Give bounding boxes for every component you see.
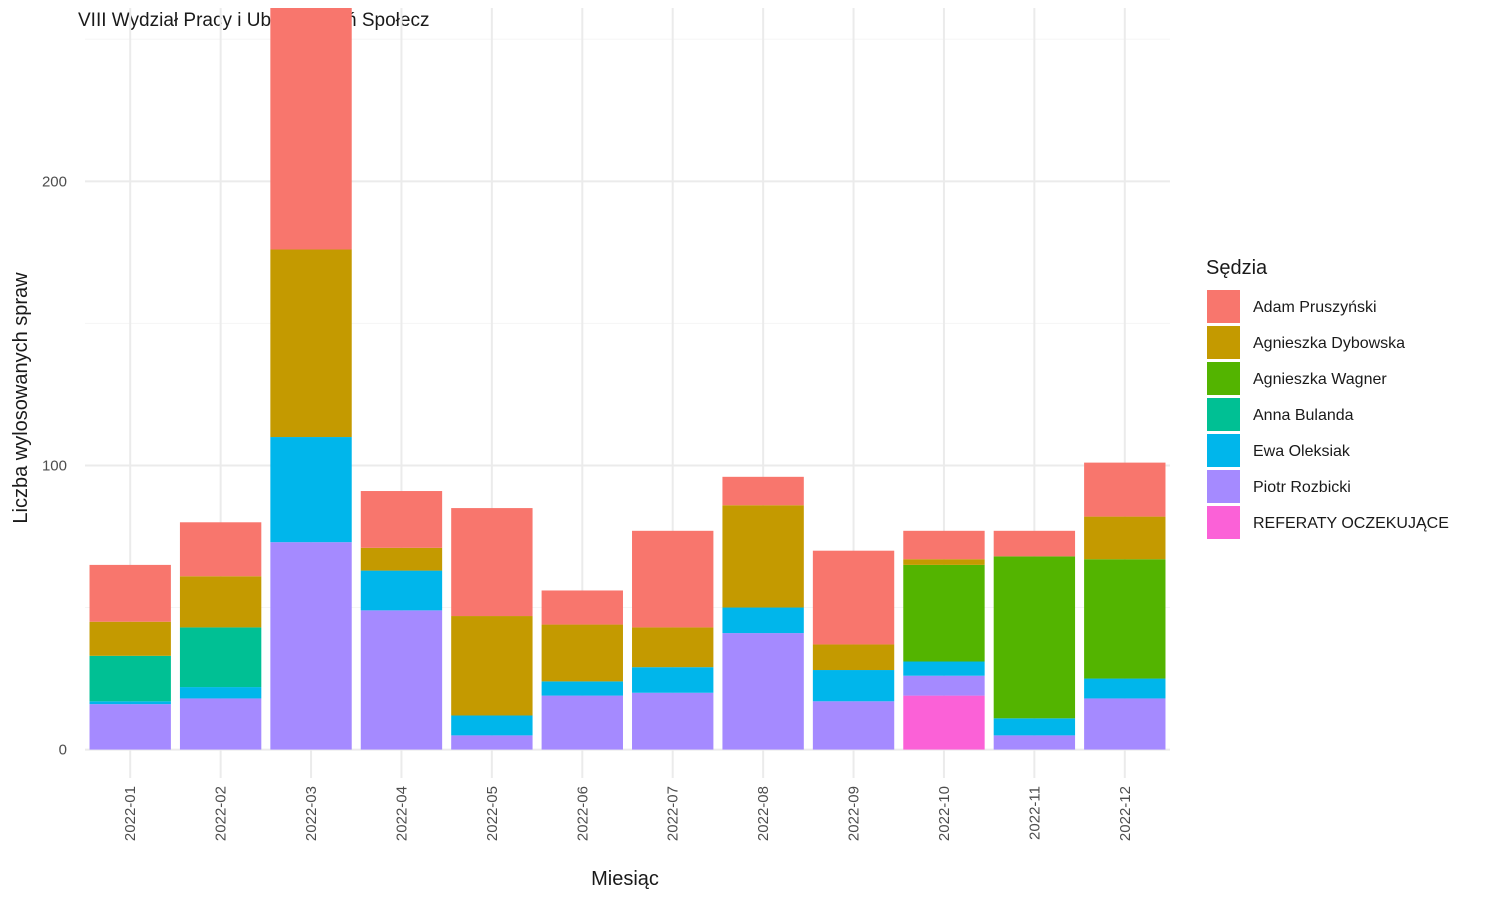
bar-agnieszka-dybowska-2022-02 <box>179 576 262 628</box>
bar-agnieszka-dybowska-2022-03 <box>270 249 352 438</box>
bar-adam-pruszynski-2022-10 <box>903 530 985 560</box>
legend-swatch-ewa-oleksiak <box>1207 434 1240 467</box>
bar-ewa-oleksiak-2022-08 <box>722 607 804 634</box>
legend-label-referaty-oczekujace: REFERATY OCZEKUJĄCE <box>1253 515 1449 532</box>
bar-agnieszka-dybowska-2022-07 <box>632 627 714 668</box>
bar-agnieszka-dybowska-2022-12 <box>1084 516 1166 560</box>
bar-ewa-oleksiak-2022-10 <box>903 661 985 676</box>
bar-agnieszka-dybowska-2022-05 <box>451 616 533 716</box>
bar-piotr-rozbicki-2022-01 <box>89 704 171 750</box>
bar-anna-bulanda-2022-02 <box>179 627 262 688</box>
bar-adam-pruszynski-2022-04 <box>360 491 443 548</box>
bar-piotr-rozbicki-2022-03 <box>270 542 352 750</box>
bar-piotr-rozbicki-2022-06 <box>541 695 623 750</box>
bar-piotr-rozbicki-2022-05 <box>451 735 533 750</box>
bar-ewa-oleksiak-2022-05 <box>451 715 533 736</box>
bar-ewa-oleksiak-2022-04 <box>360 570 443 611</box>
bar-ewa-oleksiak-2022-01 <box>89 701 171 705</box>
legend-swatch-agnieszka-dybowska <box>1207 326 1240 359</box>
bar-agnieszka-dybowska-2022-10 <box>903 559 985 565</box>
bar-adam-pruszynski-2022-03 <box>270 8 352 250</box>
bar-ewa-oleksiak-2022-07 <box>632 667 714 693</box>
bar-piotr-rozbicki-2022-08 <box>722 633 804 750</box>
bar-adam-pruszynski-2022-07 <box>632 530 714 628</box>
bar-ewa-oleksiak-2022-02 <box>179 687 262 699</box>
bar-referaty-oczekujace-2022-10 <box>903 695 985 750</box>
legend-label-agnieszka-wagner: Agnieszka Wagner <box>1253 371 1387 388</box>
bar-ewa-oleksiak-2022-09 <box>812 670 895 702</box>
bar-piotr-rozbicki-2022-10 <box>903 675 985 696</box>
legend-swatch-anna-bulanda <box>1207 398 1240 431</box>
legend-label-ewa-oleksiak: Ewa Oleksiak <box>1253 443 1351 460</box>
legend-swatch-referaty-oczekujace <box>1207 506 1240 539</box>
y-axis-title: Liczba wylosowanych spraw <box>10 272 32 524</box>
x-axis-title: Miesiąc <box>591 868 659 890</box>
bar-adam-pruszynski-2022-08 <box>722 476 804 506</box>
x-tick-label: 2022-06 <box>574 786 591 841</box>
bar-anna-bulanda-2022-01 <box>89 655 171 702</box>
bar-adam-pruszynski-2022-09 <box>812 550 895 645</box>
bar-ewa-oleksiak-2022-12 <box>1084 678 1166 699</box>
bar-adam-pruszynski-2022-02 <box>179 522 262 577</box>
bar-agnieszka-dybowska-2022-04 <box>360 547 443 571</box>
x-tick-label: 2022-07 <box>665 786 682 841</box>
bar-piotr-rozbicki-2022-04 <box>360 610 443 750</box>
legend-label-anna-bulanda: Anna Bulanda <box>1253 407 1354 424</box>
legend-swatch-adam-pruszynski <box>1207 290 1240 323</box>
legend-label-adam-pruszynski: Adam Pruszyński <box>1253 299 1377 316</box>
legend-label-agnieszka-dybowska: Agnieszka Dybowska <box>1253 335 1405 352</box>
bar-adam-pruszynski-2022-11 <box>993 530 1076 557</box>
bar-ewa-oleksiak-2022-11 <box>993 718 1076 736</box>
x-tick-label: 2022-10 <box>936 786 953 841</box>
bar-piotr-rozbicki-2022-09 <box>812 701 895 750</box>
legend: Adam Pruszyński Agnieszka Dybowska Agniesz… <box>1207 290 1449 539</box>
bar-agnieszka-dybowska-2022-09 <box>812 644 895 671</box>
y-tick-label: 200 <box>42 173 67 190</box>
bar-piotr-rozbicki-2022-11 <box>993 735 1076 750</box>
y-tick-label: 100 <box>42 457 67 474</box>
x-tick-label: 2022-01 <box>122 786 139 841</box>
bars <box>89 8 1166 750</box>
bar-agnieszka-wagner-2022-10 <box>903 564 985 662</box>
bar-agnieszka-dybowska-2022-08 <box>722 505 804 608</box>
y-axis-ticks: 0 100 200 <box>42 173 67 758</box>
x-tick-label: 2022-08 <box>755 786 772 841</box>
bar-ewa-oleksiak-2022-03 <box>270 437 352 543</box>
x-tick-label: 2022-02 <box>213 786 230 841</box>
bar-ewa-oleksiak-2022-06 <box>541 681 623 696</box>
legend-swatch-agnieszka-wagner <box>1207 362 1240 395</box>
x-tick-label: 2022-12 <box>1117 786 1134 841</box>
x-tick-label: 2022-03 <box>303 786 320 841</box>
bar-agnieszka-dybowska-2022-06 <box>541 624 623 682</box>
bar-agnieszka-wagner-2022-11 <box>993 556 1076 719</box>
bar-adam-pruszynski-2022-01 <box>89 564 171 622</box>
bar-adam-pruszynski-2022-06 <box>541 590 623 625</box>
bar-adam-pruszynski-2022-12 <box>1084 462 1166 517</box>
bar-piotr-rozbicki-2022-12 <box>1084 698 1166 750</box>
x-tick-label: 2022-09 <box>846 786 863 841</box>
x-tick-label: 2022-04 <box>393 786 410 841</box>
bar-piotr-rozbicki-2022-07 <box>632 692 714 750</box>
bar-agnieszka-dybowska-2022-01 <box>89 621 171 656</box>
bar-adam-pruszynski-2022-05 <box>451 508 533 617</box>
x-tick-label: 2022-05 <box>484 786 501 841</box>
x-tick-label: 2022-11 <box>1026 786 1043 840</box>
legend-title: Sędzia <box>1206 257 1268 279</box>
bar-piotr-rozbicki-2022-02 <box>179 698 262 750</box>
y-tick-label: 0 <box>59 742 67 759</box>
x-axis-ticks: 2022-01 2022-02 2022-03 2022-04 2022-05 2022-… <box>122 786 1134 841</box>
legend-label-piotr-rozbicki: Piotr Rozbicki <box>1253 479 1351 496</box>
legend-swatch-piotr-rozbicki <box>1207 470 1240 503</box>
bar-agnieszka-wagner-2022-12 <box>1084 559 1166 679</box>
